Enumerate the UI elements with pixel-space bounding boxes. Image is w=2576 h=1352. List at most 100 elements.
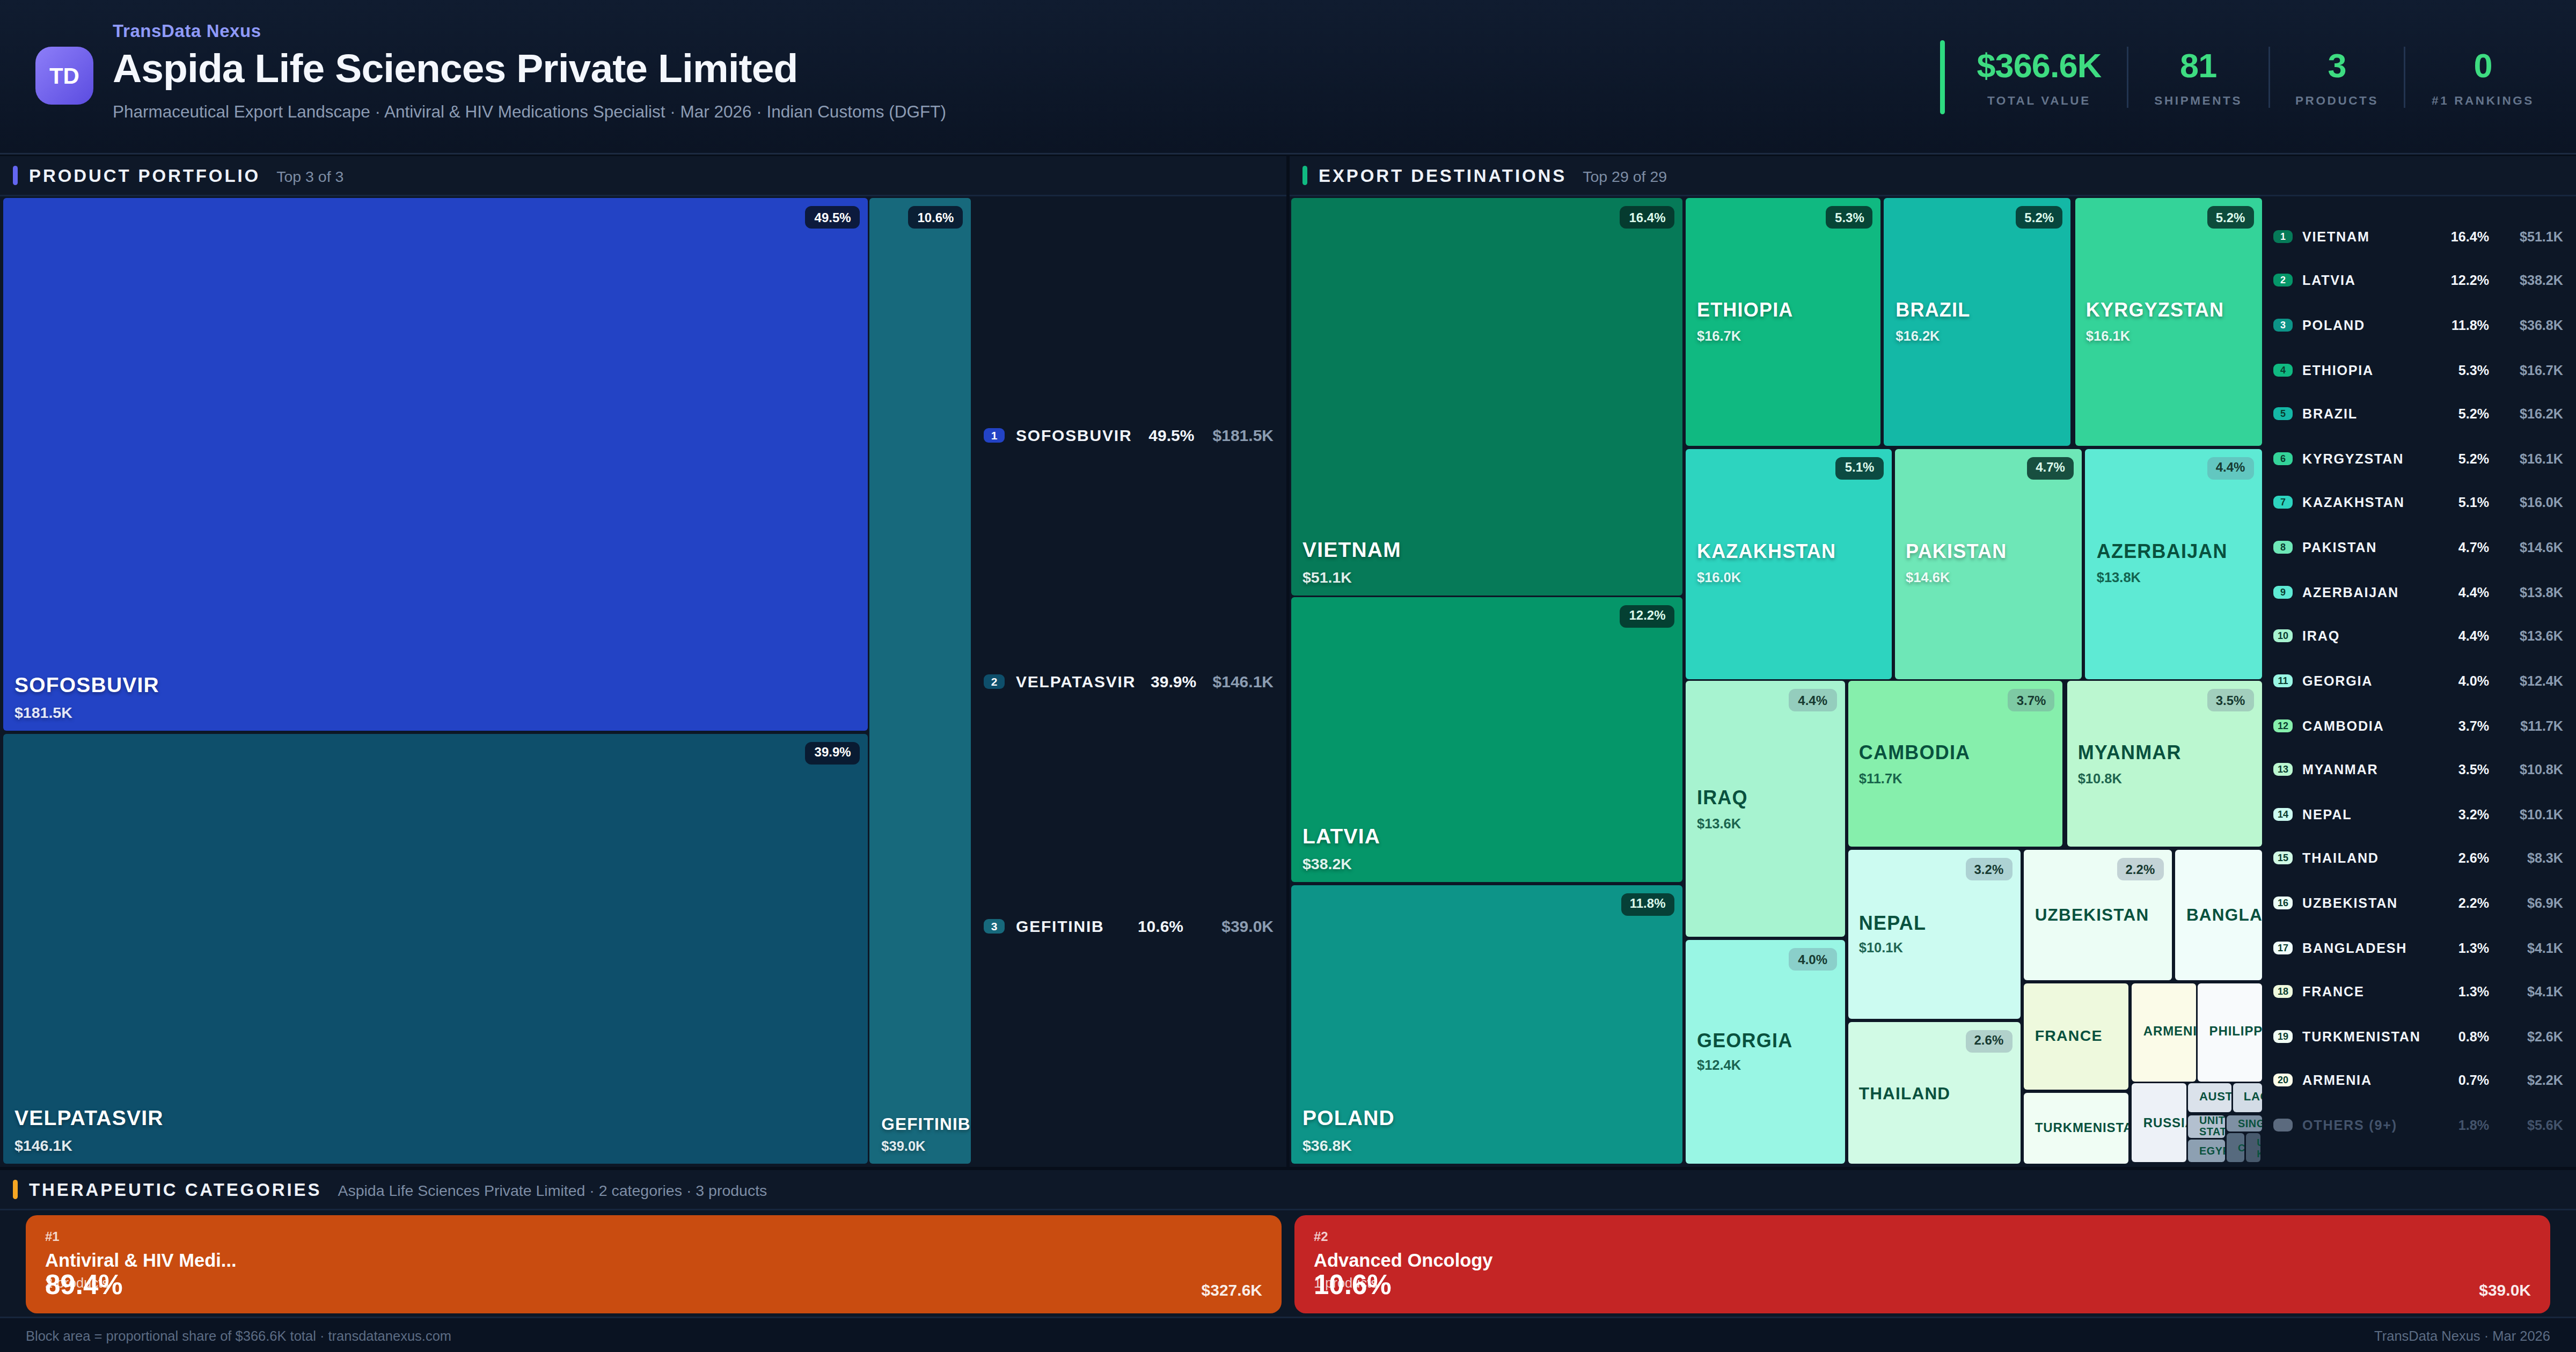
dest-cell-iraq[interactable]: 4.4%IRAQ$13.6K xyxy=(1686,681,1845,937)
cell-name: AUSTRALIA xyxy=(2199,1091,2226,1105)
pct-badge: 11.8% xyxy=(1621,893,1674,915)
dest-cell-latvia[interactable]: 12.2%LATVIA$38.2K xyxy=(1291,597,1682,883)
dest-legend-row-turkmenistan[interactable]: 19TURKMENISTAN0.8%$2.6K xyxy=(2273,1028,2563,1044)
dest-legend-row-bangladesh[interactable]: 17BANGLADESH1.3%$4.1K xyxy=(2273,939,2563,956)
cell-value: $16.7K xyxy=(1697,327,1876,343)
cell-value: $16.1K xyxy=(2086,327,2257,343)
rank-badge: 19 xyxy=(2273,1030,2293,1042)
panel-meta-categories: Aspida Life Sciences Private Limited · 2… xyxy=(338,1181,767,1199)
legend-name: PAKISTAN xyxy=(2302,539,2431,555)
dest-legend-row-thailand[interactable]: 15THAILAND2.6%$8.3K xyxy=(2273,850,2563,866)
dest-legend-row-kazakhstan[interactable]: 7KAZAKHSTAN5.1%$16.0K xyxy=(2273,495,2563,511)
legend-pct: 2.6% xyxy=(2431,850,2489,866)
dest-cell-australia[interactable]: AUSTRALIA xyxy=(2188,1084,2231,1113)
dest-legend-row-myanmar[interactable]: 13MYANMAR3.5%$10.8K xyxy=(2273,761,2563,777)
card-products-count: 1 products xyxy=(1314,1275,2531,1291)
dest-cell-armenia[interactable]: ARMENIA xyxy=(2132,983,2197,1082)
legend-value: $146.1K xyxy=(1196,672,1274,690)
dest-cell-pakistan[interactable]: 4.7%PAKISTAN$14.6K xyxy=(1894,449,2082,680)
legend-pct: 16.4% xyxy=(2431,228,2489,244)
dest-cell-georgia[interactable]: 4.0%GEORGIA$12.4K xyxy=(1686,940,1845,1164)
legend-value: $181.5K xyxy=(1194,426,1274,444)
legend-pct: 4.0% xyxy=(2431,673,2489,689)
dest-legend-row-georgia[interactable]: 11GEORGIA4.0%$12.4K xyxy=(2273,673,2563,689)
card-name: Advanced Oncology xyxy=(1314,1251,2531,1270)
dest-legend-row-brazil[interactable]: 5BRAZIL5.2%$16.2K xyxy=(2273,406,2563,422)
dest-cell-philippines[interactable]: PHILIPPINES xyxy=(2198,983,2262,1082)
dest-cell-kyrgyzstan[interactable]: 5.2%KYRGYZSTAN$16.1K xyxy=(2075,198,2262,446)
header: TD TransData Nexus Aspida Life Sciences … xyxy=(0,0,2576,155)
legend-pct: 5.3% xyxy=(2431,362,2489,378)
legend-name: MYANMAR xyxy=(2302,761,2431,777)
category-card-antiviral-hiv-medi[interactable]: #1Antiviral & HIV Medi...2 products89.4%… xyxy=(26,1215,1282,1313)
dest-cell-egypt[interactable]: EGYPT xyxy=(2188,1140,2225,1162)
dest-legend-row-latvia[interactable]: 2LATVIA12.2%$38.2K xyxy=(2273,273,2563,289)
product-legend-row-sofosbuvir[interactable]: 1SOFOSBUVIR49.5%$181.5K xyxy=(984,426,1274,444)
dest-cell-turkmenistan[interactable]: TURKMENISTAN xyxy=(2024,1093,2129,1164)
cell-name: CAMBODIA xyxy=(1859,743,2058,765)
cell-name: ETHIOPIA xyxy=(1697,300,1876,322)
cell-name: BANGLADESH xyxy=(2186,905,2257,924)
legend-value: $16.1K xyxy=(2489,451,2563,467)
cell-name: BRAZIL xyxy=(1896,300,2066,322)
rank-badge: 17 xyxy=(2273,941,2293,954)
dest-cell-vietnam[interactable]: 16.4%VIETNAM$51.1K xyxy=(1291,198,1682,595)
dest-cell-myanmar[interactable]: 3.5%MYANMAR$10.8K xyxy=(2067,681,2262,846)
dest-cell-united-kingdom[interactable]: UNITED KINGDOM xyxy=(2245,1134,2261,1162)
dest-legend-row-iraq[interactable]: 10IRAQ4.4%$13.6K xyxy=(2273,628,2563,644)
dest-legend-row-nepal[interactable]: 14NEPAL3.2%$10.1K xyxy=(2273,806,2563,822)
legend-value: $51.1K xyxy=(2489,228,2563,244)
dest-cell-ethiopia[interactable]: 5.3%ETHIOPIA$16.7K xyxy=(1686,198,1881,446)
dest-legend-row-uzbekistan[interactable]: 16UZBEKISTAN2.2%$6.9K xyxy=(2273,895,2563,911)
dest-legend-row-ethiopia[interactable]: 4ETHIOPIA5.3%$16.7K xyxy=(2273,362,2563,378)
legend-value: $5.6K xyxy=(2489,1117,2563,1133)
dest-cell-brazil[interactable]: 5.2%BRAZIL$16.2K xyxy=(1884,198,2070,446)
dest-cell-thailand[interactable]: 2.6%THAILAND xyxy=(1848,1022,2021,1164)
dest-cell-uzbekistan[interactable]: 2.2%UZBEKISTAN xyxy=(2024,850,2172,980)
legend-name: ARMENIA xyxy=(2302,1072,2431,1089)
rank-badge: 7 xyxy=(2273,496,2293,509)
dest-legend-row-vietnam[interactable]: 1VIETNAM16.4%$51.1K xyxy=(2273,228,2563,244)
dest-legend-row-poland[interactable]: 3POLAND11.8%$36.8K xyxy=(2273,317,2563,333)
dest-cell-nepal[interactable]: 3.2%NEPAL$10.1K xyxy=(1848,850,2021,1019)
cell-name: TURKMENISTAN xyxy=(2035,1121,2124,1136)
dest-cell-bangladesh[interactable]: BANGLADESH xyxy=(2175,850,2262,980)
dest-legend-row-azerbaijan[interactable]: 9AZERBAIJAN4.4%$13.8K xyxy=(2273,584,2563,600)
legend-value: $14.6K xyxy=(2489,539,2563,555)
product-legend-row-velpatasvir[interactable]: 2VELPATASVIR39.9%$146.1K xyxy=(984,672,1274,690)
product-legend-row-gefitinib[interactable]: 3GEFITINIB10.6%$39.0K xyxy=(984,918,1274,936)
cell-label: NEPAL$10.1K xyxy=(1859,913,2016,956)
legend-name: BANGLADESH xyxy=(2302,939,2431,956)
category-card-advanced-oncology[interactable]: #2Advanced Oncology1 products10.6%$39.0K xyxy=(1294,1215,2550,1313)
dest-cell-united-states[interactable]: UNITED STATES xyxy=(2188,1115,2225,1137)
cell-label: BRAZIL$16.2K xyxy=(1896,300,2066,343)
dest-legend-row-others-9[interactable]: OTHERS (9+)1.8%$5.6K xyxy=(2273,1117,2563,1133)
dest-legend-row-cambodia[interactable]: 12CAMBODIA3.7%$11.7K xyxy=(2273,717,2563,733)
product-cell-gefitinib[interactable]: 10.6%GEFITINIB$39.0K xyxy=(870,198,971,1164)
dest-legend-row-france[interactable]: 18FRANCE1.3%$4.1K xyxy=(2273,983,2563,1000)
legend-pct: 49.5% xyxy=(1132,426,1194,444)
product-cell-sofosbuvir[interactable]: 49.5%SOFOSBUVIR$181.5K xyxy=(3,198,868,731)
dest-cell-france[interactable]: FRANCE xyxy=(2024,983,2129,1090)
legend-pct: 4.4% xyxy=(2431,584,2489,600)
product-cell-velpatasvir[interactable]: 39.9%VELPATASVIR$146.1K xyxy=(3,733,868,1164)
dest-cell-kazakhstan[interactable]: 5.1%KAZAKHSTAN$16.0K xyxy=(1686,449,1891,680)
dest-cell-russia[interactable]: RUSSIA xyxy=(2132,1084,2186,1162)
legend-pct: 4.7% xyxy=(2431,539,2489,555)
legend-pct: 5.1% xyxy=(2431,495,2489,511)
product-treemap: 49.5%SOFOSBUVIR$181.5K39.9%VELPATASVIR$1… xyxy=(3,198,971,1164)
dest-cell-cambodia[interactable]: 3.7%CAMBODIA$11.7K xyxy=(1848,681,2063,846)
therapeutic-categories-panel: THERAPEUTIC CATEGORIES Aspida Life Scien… xyxy=(0,1170,2576,1317)
dest-cell-singapore[interactable]: SINGAPORE xyxy=(2227,1115,2262,1131)
cell-name: PHILIPPINES xyxy=(2209,1025,2257,1040)
dest-legend-row-pakistan[interactable]: 8PAKISTAN4.7%$14.6K xyxy=(2273,539,2563,555)
cell-label: SOFOSBUVIR$181.5K xyxy=(14,675,863,722)
dest-cell-china[interactable]: CHINA xyxy=(2227,1134,2244,1162)
dest-cell-azerbaijan[interactable]: 4.4%AZERBAIJAN$13.8K xyxy=(2085,449,2262,680)
legend-value: $13.6K xyxy=(2489,628,2563,644)
dest-cell-poland[interactable]: 11.8%POLAND$36.8K xyxy=(1291,885,1682,1164)
dest-legend-row-armenia[interactable]: 20ARMENIA0.7%$2.2K xyxy=(2273,1072,2563,1089)
stat-value: $366.6K xyxy=(1977,47,2101,85)
dest-legend-row-kyrgyzstan[interactable]: 6KYRGYZSTAN5.2%$16.1K xyxy=(2273,451,2563,467)
dest-cell-laos[interactable]: LAOS xyxy=(2233,1084,2262,1113)
